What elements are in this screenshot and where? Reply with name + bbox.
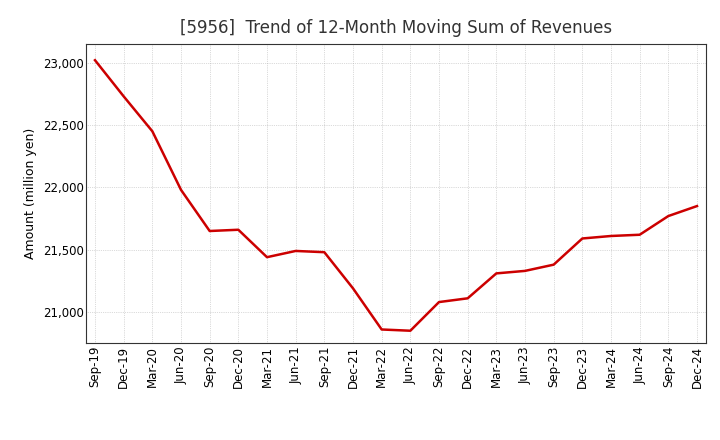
Title: [5956]  Trend of 12-Month Moving Sum of Revenues: [5956] Trend of 12-Month Moving Sum of R…: [180, 19, 612, 37]
Y-axis label: Amount (million yen): Amount (million yen): [24, 128, 37, 259]
